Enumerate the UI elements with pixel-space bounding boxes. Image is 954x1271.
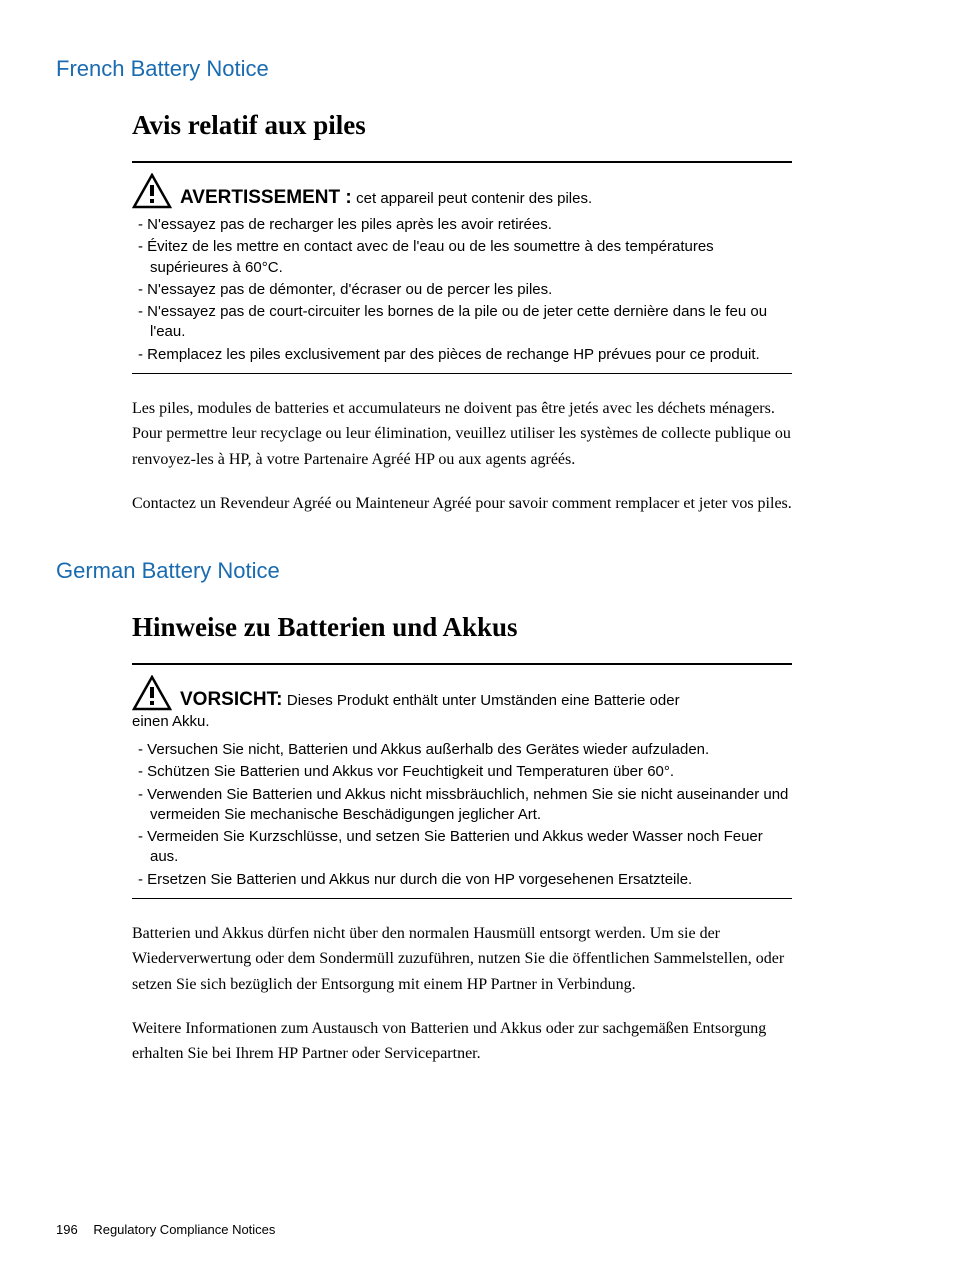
french-bullet-list: N'essayez pas de recharger les piles apr… bbox=[132, 215, 792, 365]
warning-icon bbox=[132, 675, 172, 711]
german-bullet: Schützen Sie Batterien und Akkus vor Feu… bbox=[132, 762, 792, 782]
german-warn-text: Dieses Produkt enthält unter Umständen e… bbox=[287, 692, 680, 709]
french-bullet: N'essayez pas de court-circuiter les bor… bbox=[132, 302, 792, 343]
german-para-2: Weitere Informationen zum Austausch von … bbox=[132, 1016, 792, 1067]
french-block: Avis relatif aux piles AVERTISSEMENT : c… bbox=[132, 110, 792, 516]
rule-top bbox=[132, 161, 792, 163]
french-bullet: Remplacez les piles exclusivement par de… bbox=[132, 345, 792, 365]
german-warn-label: VORSICHT: bbox=[180, 689, 282, 710]
french-bullet: N'essayez pas de recharger les piles apr… bbox=[132, 215, 792, 235]
warning-icon bbox=[132, 173, 172, 209]
german-bullet-list: Versuchen Sie nicht, Batterien und Akkus… bbox=[132, 740, 792, 890]
german-block: Hinweise zu Batterien und Akkus VORSICHT… bbox=[132, 612, 792, 1067]
french-notice-title: Avis relatif aux piles bbox=[132, 110, 792, 141]
french-warn-text: cet appareil peut contenir des piles. bbox=[356, 190, 592, 207]
german-para-1: Batterien und Akkus dürfen nicht über de… bbox=[132, 921, 792, 998]
page-number: 196 bbox=[56, 1222, 78, 1237]
french-section-heading: French Battery Notice bbox=[56, 56, 898, 82]
french-bullet: N'essayez pas de démonter, d'écraser ou … bbox=[132, 280, 792, 300]
page-footer: 196 Regulatory Compliance Notices bbox=[56, 1222, 275, 1237]
german-bullet: Ersetzen Sie Batterien und Akkus nur dur… bbox=[132, 870, 792, 890]
french-para-1: Les piles, modules de batteries et accum… bbox=[132, 396, 792, 473]
german-bullet: Vermeiden Sie Kurzschlüsse, und setzen S… bbox=[132, 827, 792, 868]
german-bullet: Verwenden Sie Batterien und Akkus nicht … bbox=[132, 785, 792, 826]
chapter-name: Regulatory Compliance Notices bbox=[93, 1222, 275, 1237]
french-para-2: Contactez un Revendeur Agréé ou Maintene… bbox=[132, 491, 792, 517]
rule-bottom bbox=[132, 898, 792, 899]
page: French Battery Notice Avis relatif aux p… bbox=[0, 0, 954, 1271]
french-warning-row: AVERTISSEMENT : cet appareil peut conten… bbox=[132, 173, 792, 209]
french-warn-label: AVERTISSEMENT : bbox=[180, 187, 352, 208]
german-section-heading: German Battery Notice bbox=[56, 558, 898, 584]
rule-top bbox=[132, 663, 792, 665]
french-bullet: Évitez de les mettre en contact avec de … bbox=[132, 237, 792, 278]
rule-bottom bbox=[132, 373, 792, 374]
german-warning-row: VORSICHT: Dieses Produkt enthält unter U… bbox=[132, 675, 792, 711]
german-warn-text-2: einen Akku. bbox=[132, 713, 792, 730]
german-bullet: Versuchen Sie nicht, Batterien und Akkus… bbox=[132, 740, 792, 760]
german-notice-title: Hinweise zu Batterien und Akkus bbox=[132, 612, 792, 643]
